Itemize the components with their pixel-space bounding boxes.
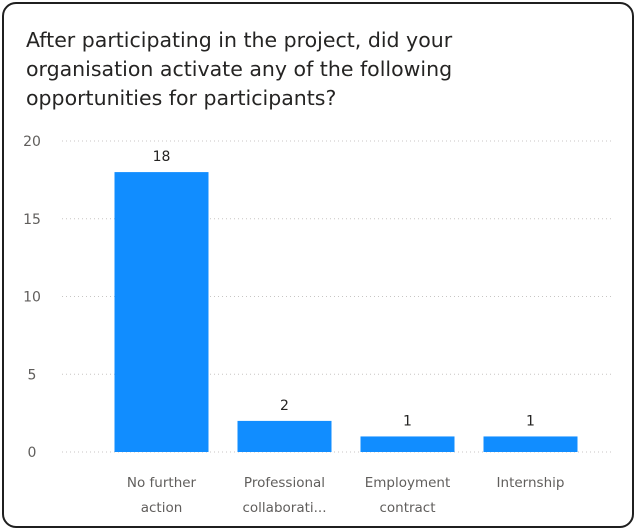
y-axis: 0 5 10 15 20 bbox=[23, 134, 41, 461]
category-label: action bbox=[141, 500, 183, 516]
y-tick-label: 0 bbox=[28, 445, 37, 461]
data-labels: 18 2 1 1 bbox=[153, 149, 535, 429]
x-axis: No further action Professional collaborati.… bbox=[127, 475, 565, 516]
data-label: 2 bbox=[280, 398, 289, 414]
data-label: 1 bbox=[403, 413, 412, 429]
data-label: 18 bbox=[153, 149, 171, 165]
category-label: contract bbox=[379, 500, 435, 516]
bars bbox=[114, 172, 578, 452]
category-label: Employment bbox=[365, 475, 451, 491]
y-tick-label: 20 bbox=[23, 134, 41, 150]
y-tick-label: 10 bbox=[23, 290, 41, 306]
bar[interactable] bbox=[114, 172, 209, 452]
bar[interactable] bbox=[360, 436, 455, 452]
y-tick-label: 5 bbox=[28, 367, 37, 383]
bar[interactable] bbox=[483, 436, 578, 452]
bar[interactable] bbox=[237, 420, 332, 452]
category-label: collaborati... bbox=[242, 500, 326, 516]
data-label: 1 bbox=[526, 413, 535, 429]
y-tick-label: 15 bbox=[23, 212, 41, 228]
category-label: Professional bbox=[244, 475, 325, 491]
category-label: No further bbox=[127, 475, 197, 491]
category-label: Internship bbox=[497, 475, 565, 491]
chart-title: After participating in the project, did … bbox=[26, 28, 453, 110]
